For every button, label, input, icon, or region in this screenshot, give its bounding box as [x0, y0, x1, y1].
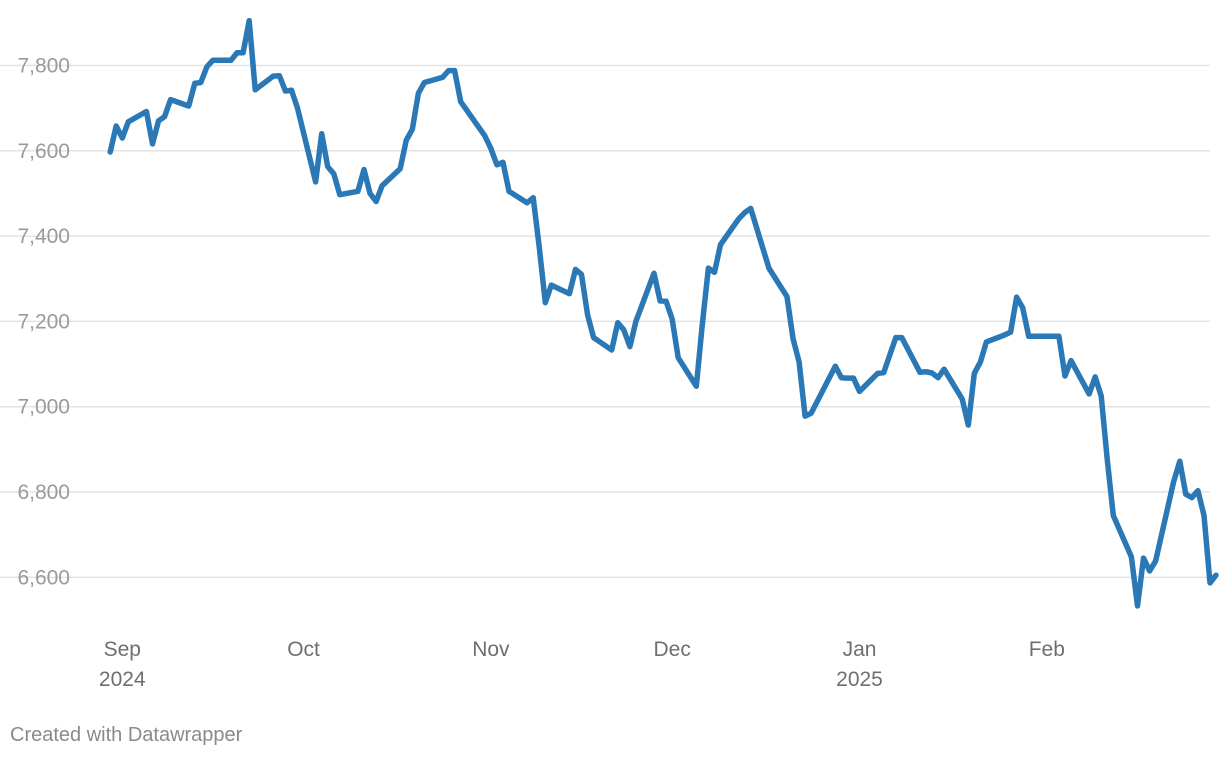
x-tick-year-label: 2024: [99, 668, 146, 691]
y-tick-label: 7,400: [17, 225, 70, 248]
y-tick-label: 6,600: [17, 566, 70, 589]
line-chart: 6,600 6,800 7,000 7,200 7,400 7,600 7,800 Sep 2…: [0, 17, 1219, 691]
x-tick-label: Nov: [472, 638, 510, 661]
x-tick-label: Jan: [843, 638, 877, 661]
x-axis-ticks: Sep 2024 Oct Nov Dec Jan 2025 Feb: [99, 638, 1065, 691]
y-tick-label: 7,200: [17, 310, 70, 333]
y-axis-ticks: 6,600 6,800 7,000 7,200 7,400 7,600 7,800: [17, 54, 70, 589]
x-tick-label: Oct: [287, 638, 320, 661]
y-tick-label: 7,600: [17, 140, 70, 163]
datawrapper-credit: Created with Datawrapper: [10, 724, 243, 746]
x-tick-label: Feb: [1029, 638, 1065, 661]
y-tick-label: 7,000: [17, 396, 70, 419]
chart-svg: 6,600 6,800 7,000 7,200 7,400 7,600 7,800 Sep 2…: [0, 17, 1219, 691]
x-tick-label: Sep: [104, 638, 141, 661]
series-line-0: [107, 17, 1219, 609]
series-layer: [107, 17, 1219, 609]
y-tick-label: 7,800: [17, 54, 70, 77]
x-tick-year-label: 2025: [836, 668, 883, 691]
x-tick-label: Dec: [653, 638, 690, 661]
grid-lines: [0, 64, 1210, 579]
y-tick-label: 6,800: [17, 481, 70, 504]
